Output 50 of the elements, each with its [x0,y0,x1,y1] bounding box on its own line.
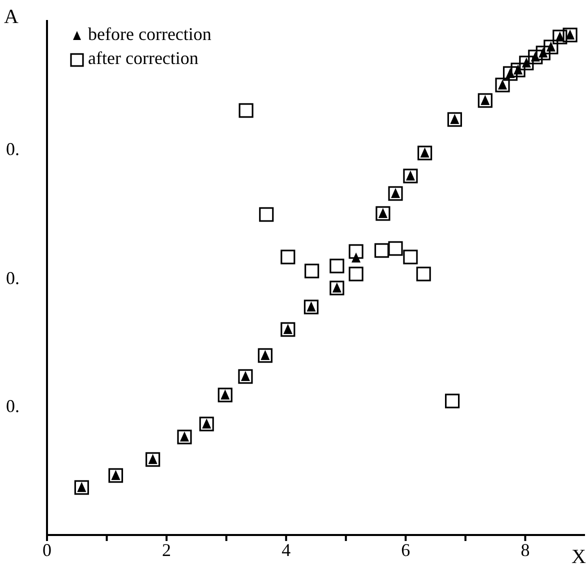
point [510,62,526,78]
point [403,168,418,184]
x-axis-title: X [572,546,586,569]
point [348,244,364,259]
point [388,241,403,256]
point [146,452,160,467]
point [495,78,510,92]
x-tick-label: 4 [282,540,291,560]
point [218,388,232,402]
point [330,280,344,296]
point [280,322,296,337]
x-tick-label: 6 [401,540,410,560]
point [199,416,214,432]
text: 0. [6,395,20,418]
point [376,206,390,221]
point [374,243,390,258]
point [177,430,192,444]
y-axis-title: A [4,6,18,29]
x-tick-label: 8 [520,540,530,560]
point [403,250,418,264]
point [74,480,89,495]
point [544,40,558,54]
point [259,207,274,222]
text: 0. [6,138,20,161]
point [258,348,272,363]
point [528,50,543,64]
point [519,56,534,70]
x-tick-label: 0 [42,540,52,560]
point [304,300,319,314]
point [330,258,344,274]
point [280,250,296,264]
legend-label: after correction [87,47,200,70]
point [562,28,578,42]
point [388,186,403,201]
point [238,103,254,118]
point [444,394,460,408]
point [536,46,550,60]
legend-label: before correction [87,23,212,46]
point [552,30,568,44]
point [502,66,518,81]
point [348,266,364,282]
x-tick-label: 2 [162,540,172,560]
point [447,112,462,127]
text: 0. [6,266,20,290]
point [238,369,253,384]
point [417,146,432,160]
point [304,264,320,278]
point [478,93,492,108]
point [108,468,124,483]
point [416,266,431,282]
